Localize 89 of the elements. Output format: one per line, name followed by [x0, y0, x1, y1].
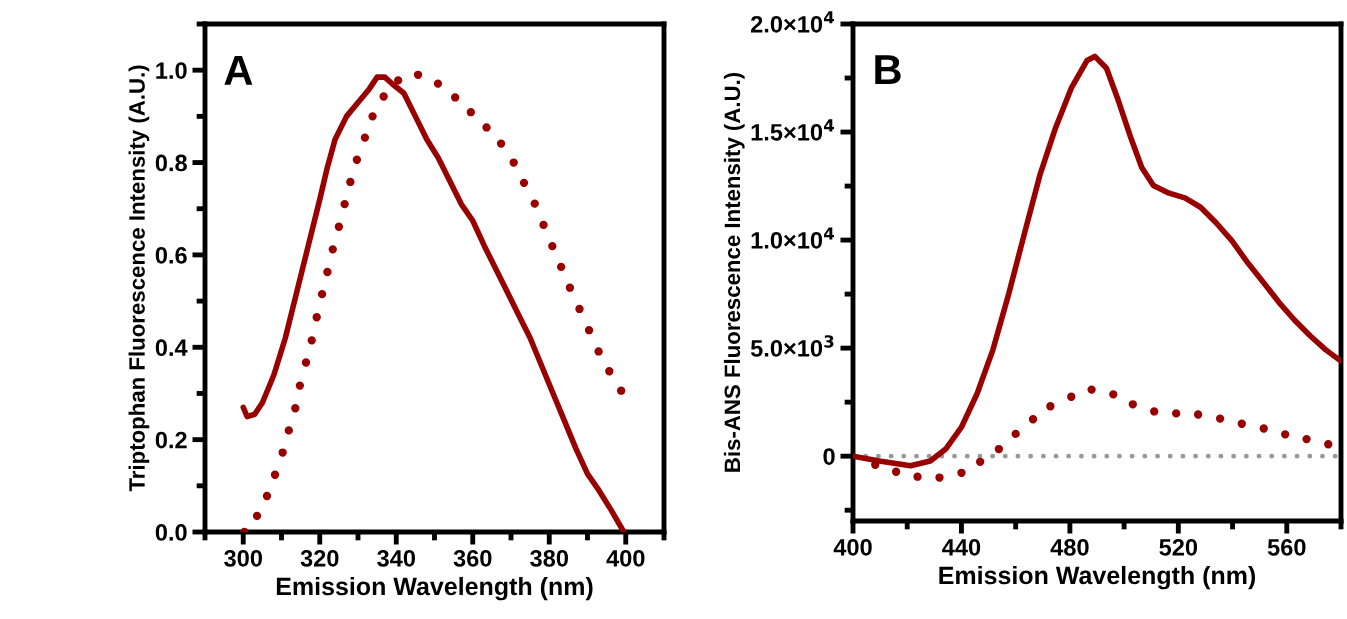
x-tick-label: 340	[377, 549, 415, 567]
point	[312, 313, 321, 322]
point	[352, 155, 362, 164]
y-tick-label: 0	[823, 448, 835, 465]
y-axis-title: Triptophan Fluorescence Intensity (A.U.)	[128, 65, 150, 492]
point	[323, 267, 332, 277]
point	[548, 241, 557, 251]
point	[509, 158, 518, 167]
x-tick-label: 360	[453, 549, 492, 567]
point	[328, 245, 337, 254]
point	[496, 139, 506, 148]
point	[360, 133, 370, 142]
point	[1172, 409, 1181, 418]
point	[433, 79, 443, 88]
y-axis-title: Bis-ANS Fluorescence Intensity (A.U.)	[723, 72, 745, 472]
point	[575, 304, 584, 314]
point	[913, 472, 922, 481]
point	[301, 358, 311, 367]
point	[1028, 415, 1038, 424]
point	[284, 426, 293, 435]
point	[605, 367, 614, 376]
point	[368, 112, 377, 121]
y-tick-label: 0.0	[155, 524, 187, 541]
point	[1215, 414, 1225, 423]
annotation: B	[875, 55, 901, 85]
point	[394, 76, 403, 85]
point	[594, 347, 603, 356]
point	[530, 199, 539, 208]
point	[891, 467, 901, 476]
x-axis-title: Emission Wavelength (nm)	[939, 565, 1256, 590]
x-axis-title: Emission Wavelength (nm)	[276, 576, 593, 601]
point	[450, 93, 460, 102]
point	[1280, 430, 1290, 439]
point	[1109, 390, 1118, 399]
point	[539, 220, 548, 230]
point	[270, 470, 280, 479]
point	[252, 511, 262, 520]
point	[307, 336, 316, 345]
point	[584, 326, 594, 335]
point	[1302, 434, 1311, 444]
point	[278, 448, 287, 457]
y-tick-label: 5.0×10$^{3}$	[750, 335, 834, 357]
point	[1046, 402, 1055, 411]
point	[291, 404, 300, 413]
y-tick-label: 2.0×10$^{4}$	[750, 11, 835, 33]
y-tick-label: 1.5×10$^{4}$	[751, 119, 835, 141]
point	[1259, 424, 1268, 433]
point	[295, 381, 305, 390]
point	[994, 444, 1004, 454]
point	[1237, 419, 1246, 428]
x-tick-label: 400	[606, 549, 645, 567]
point	[1193, 410, 1203, 419]
point	[975, 457, 985, 466]
annotation: A	[224, 56, 253, 85]
y-tick-label: 0.6	[155, 246, 187, 264]
x-tick-label: 400	[833, 538, 872, 556]
x-tick-label: 380	[530, 549, 568, 567]
x-tick-label: 320	[300, 549, 339, 567]
x-tick-label: 440	[942, 538, 981, 556]
point	[1150, 407, 1159, 416]
point	[466, 108, 475, 117]
y-tick-label: 1.0×10$^{4}$	[751, 227, 835, 249]
point	[1087, 385, 1096, 394]
x-tick-label: 560	[1267, 538, 1306, 556]
point	[262, 491, 272, 501]
point	[616, 386, 626, 395]
x-tick-label: 480	[1050, 538, 1089, 556]
point	[519, 178, 529, 188]
y-tick-label: 0.4	[155, 339, 188, 357]
point	[935, 473, 944, 482]
point	[1011, 429, 1020, 439]
point	[317, 290, 327, 299]
point	[1067, 392, 1076, 401]
point	[565, 283, 575, 292]
x-tick-label: 300	[224, 549, 262, 567]
point	[413, 70, 423, 79]
point	[556, 262, 566, 272]
y-tick-label: 0.2	[155, 431, 187, 449]
point	[379, 92, 388, 101]
x-tick-label: 520	[1159, 538, 1198, 556]
point	[957, 468, 966, 477]
y-tick-label: 1.0	[156, 62, 187, 79]
point	[334, 222, 344, 231]
point	[1324, 440, 1333, 449]
y-tick-label: 0.8	[155, 154, 187, 172]
point	[1128, 400, 1137, 409]
point	[346, 177, 355, 187]
point	[340, 199, 349, 209]
point	[482, 123, 491, 132]
